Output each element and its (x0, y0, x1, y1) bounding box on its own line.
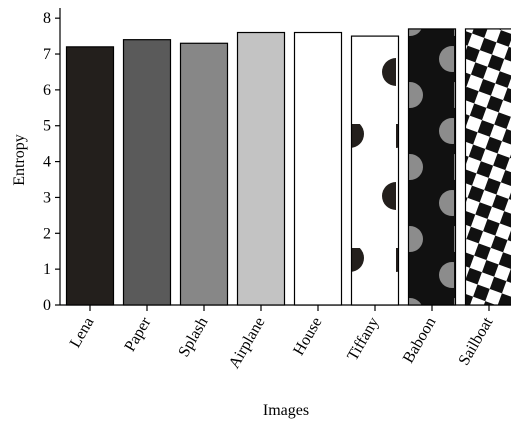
bar (67, 47, 114, 305)
x-tick-label: Baboon (400, 315, 440, 367)
x-tick-label: Lena (67, 315, 98, 351)
bar (295, 33, 342, 305)
bar (352, 36, 399, 305)
bar (181, 43, 228, 305)
x-tick-label: Tiffany (344, 315, 382, 364)
x-tick-label: Airplane (226, 315, 269, 372)
y-tick-label: 4 (43, 154, 51, 171)
page: Entropy Images 0 1 2 3 4 5 6 7 8 Lena Paper Splash A… (0, 0, 511, 423)
x-tick-label: Paper (122, 314, 155, 355)
y-tick-label: 0 (43, 297, 51, 314)
bar (124, 40, 171, 305)
chart: Entropy Images 0 1 2 3 4 5 6 7 8 Lena Paper Splash A… (0, 0, 511, 423)
x-tick-label: House (290, 315, 325, 359)
y-tick-label: 1 (43, 261, 51, 278)
y-tick-label: 2 (43, 225, 51, 242)
bar (466, 29, 511, 305)
x-tick-label: Splash (175, 315, 211, 360)
y-tick-label: 3 (43, 189, 51, 206)
y-tick-label: 7 (43, 46, 51, 63)
y-tick-label: 5 (43, 118, 51, 135)
y-tick-label: 8 (43, 10, 51, 27)
y-tick-label: 6 (43, 82, 51, 99)
x-tick-label: Sailboat (456, 314, 497, 368)
y-axis-label: Entropy (11, 134, 28, 186)
bar (409, 29, 456, 305)
x-axis-label: Images (263, 402, 309, 419)
bar (238, 33, 285, 305)
